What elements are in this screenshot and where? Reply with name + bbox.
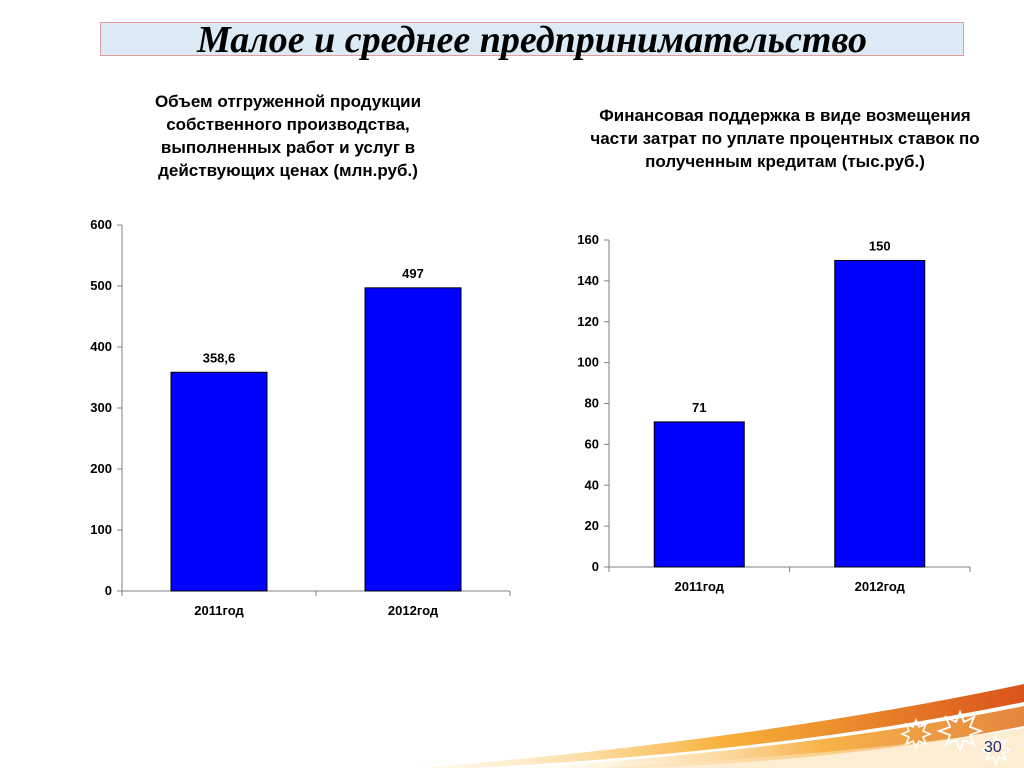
y-tick-label: 20 (585, 518, 599, 533)
y-tick-label: 200 (90, 461, 112, 476)
bar-2011год (170, 371, 268, 592)
y-tick-label: 0 (592, 559, 599, 574)
y-tick-label: 0 (105, 583, 112, 598)
bar-2011год (653, 421, 745, 568)
data-label: 150 (869, 238, 891, 253)
large-star-icon (936, 709, 984, 753)
y-tick-label: 120 (577, 314, 599, 329)
y-tick-label: 100 (90, 522, 112, 537)
y-tick-label: 100 (577, 355, 599, 370)
y-tick-label: 500 (90, 278, 112, 293)
slide-title: Малое и среднее предпринимательство (197, 19, 867, 61)
y-tick-label: 600 (90, 217, 112, 232)
page-number: 30 (984, 739, 1002, 756)
category-label: 2012год (388, 603, 439, 618)
data-label: 497 (402, 266, 424, 281)
corner-star-icon (979, 733, 1013, 767)
data-label: 358,6 (203, 350, 236, 365)
y-tick-label: 300 (90, 400, 112, 415)
left-chart-title: Объем отгруженной продукции собственного… (154, 92, 422, 180)
category-label: 2011год (194, 603, 244, 618)
title-bar (100, 22, 964, 56)
y-tick-label: 80 (585, 396, 599, 411)
category-label: 2012год (855, 579, 906, 594)
small-star-icon (899, 717, 933, 751)
y-tick-label: 160 (577, 232, 599, 247)
y-tick-label: 40 (585, 477, 599, 492)
y-tick-label: 400 (90, 339, 112, 354)
right-chart-title: Финансовая поддержка в виде возмещения ч… (590, 106, 980, 171)
data-label: 71 (692, 400, 706, 415)
bar-2012год (834, 259, 926, 568)
y-tick-label: 60 (585, 436, 599, 451)
category-label: 2011год (675, 579, 725, 594)
y-tick-label: 140 (577, 273, 599, 288)
bar-2012год (364, 287, 462, 592)
swoosh-band-base (600, 728, 1024, 768)
